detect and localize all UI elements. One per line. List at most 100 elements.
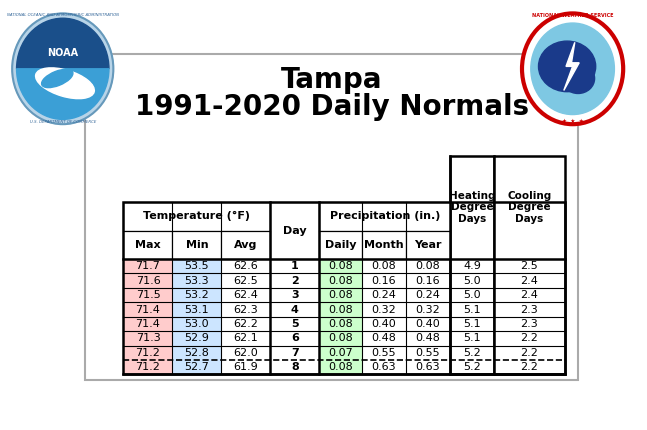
Text: 71.6: 71.6	[136, 276, 160, 286]
Bar	[320, 230, 362, 259]
Bar	[270, 259, 320, 273]
Text: 0.55: 0.55	[415, 348, 440, 358]
Text: 2.4: 2.4	[521, 290, 538, 300]
Text: NOAA: NOAA	[47, 48, 78, 58]
Text: Cooling
Degree
Days: Cooling Degree Days	[507, 191, 552, 224]
Text: 53.1: 53.1	[184, 304, 209, 314]
Text: 52.8: 52.8	[184, 348, 210, 358]
Text: 62.1: 62.1	[234, 333, 258, 344]
Text: 0.40: 0.40	[371, 319, 396, 329]
Bar	[450, 346, 494, 360]
Text: 0.32: 0.32	[371, 304, 396, 314]
Text: 0.08: 0.08	[328, 261, 353, 271]
Bar	[124, 273, 173, 288]
Text: 0.48: 0.48	[371, 333, 396, 344]
Bar	[494, 288, 565, 302]
Bar	[320, 259, 362, 273]
Text: 71.2: 71.2	[136, 362, 160, 372]
Text: 71.5: 71.5	[136, 290, 160, 300]
Bar	[173, 331, 221, 346]
Bar	[494, 273, 565, 288]
Bar	[494, 156, 565, 375]
Bar	[270, 202, 320, 259]
Text: 0.08: 0.08	[415, 261, 441, 271]
Ellipse shape	[41, 69, 73, 88]
Bar	[221, 273, 270, 288]
Text: 2.2: 2.2	[521, 362, 538, 372]
Bar	[320, 202, 450, 230]
Bar	[173, 346, 221, 360]
Bar	[320, 288, 362, 302]
Bar	[320, 302, 362, 317]
Bar	[450, 317, 494, 331]
Text: 62.5: 62.5	[234, 276, 258, 286]
Bar	[362, 360, 406, 375]
Bar	[406, 302, 450, 317]
Bar	[124, 202, 270, 230]
Bar	[270, 360, 320, 375]
Text: 0.63: 0.63	[371, 362, 396, 372]
Text: U.S. DEPARTMENT OF COMMERCE: U.S. DEPARTMENT OF COMMERCE	[30, 120, 96, 124]
Bar	[173, 259, 221, 273]
Text: Avg: Avg	[234, 240, 258, 250]
Bar	[270, 346, 320, 360]
Text: 71.4: 71.4	[136, 304, 160, 314]
Bar	[494, 259, 565, 273]
Bar	[450, 360, 494, 375]
Bar	[494, 331, 565, 346]
Bar	[173, 317, 221, 331]
Bar	[406, 331, 450, 346]
Text: 5.1: 5.1	[463, 304, 481, 314]
Bar	[173, 230, 221, 259]
Text: 53.5: 53.5	[184, 261, 209, 271]
Circle shape	[522, 13, 623, 124]
Bar	[124, 288, 173, 302]
Ellipse shape	[538, 41, 596, 92]
Text: 71.7: 71.7	[136, 261, 160, 271]
Bar	[173, 360, 221, 375]
Text: NATIONAL OCEANIC AND ATMOSPHERIC ADMINISTRATION: NATIONAL OCEANIC AND ATMOSPHERIC ADMINIS…	[6, 13, 119, 18]
Text: 71.2: 71.2	[136, 348, 160, 358]
Text: 0.08: 0.08	[328, 304, 353, 314]
Bar	[221, 317, 270, 331]
Text: 4: 4	[291, 304, 299, 314]
Bar	[406, 273, 450, 288]
Text: 5.1: 5.1	[463, 319, 481, 329]
Bar	[221, 259, 270, 273]
Bar	[494, 317, 565, 331]
Bar	[124, 360, 173, 375]
Text: 5.1: 5.1	[463, 333, 481, 344]
Text: 2.3: 2.3	[521, 304, 538, 314]
Text: 52.7: 52.7	[184, 362, 210, 372]
Text: Daily: Daily	[325, 240, 356, 250]
Circle shape	[531, 23, 615, 114]
Bar	[450, 288, 494, 302]
Text: 2.3: 2.3	[521, 319, 538, 329]
Text: Tampa: Tampa	[281, 67, 382, 95]
Bar	[124, 317, 173, 331]
Bar	[362, 273, 406, 288]
Text: 4.9: 4.9	[463, 261, 481, 271]
Text: 71.4: 71.4	[136, 319, 160, 329]
Bar	[362, 259, 406, 273]
Text: 0.40: 0.40	[415, 319, 441, 329]
Bar	[270, 331, 320, 346]
Bar	[124, 346, 173, 360]
Text: 62.3: 62.3	[234, 304, 258, 314]
Bar	[270, 273, 320, 288]
Text: 0.24: 0.24	[371, 290, 396, 300]
Text: 0.07: 0.07	[328, 348, 353, 358]
Text: NATIONAL WEATHER SERVICE: NATIONAL WEATHER SERVICE	[532, 13, 613, 18]
Bar	[221, 302, 270, 317]
Text: 0.08: 0.08	[328, 290, 353, 300]
Bar	[221, 360, 270, 375]
Text: 0.08: 0.08	[328, 319, 353, 329]
Text: Max: Max	[135, 240, 161, 250]
Text: 2.4: 2.4	[521, 276, 538, 286]
Text: 2.2: 2.2	[521, 333, 538, 344]
Text: 53.3: 53.3	[184, 276, 209, 286]
Bar	[320, 273, 362, 288]
Text: 8: 8	[291, 362, 299, 372]
Text: 53.2: 53.2	[184, 290, 210, 300]
FancyBboxPatch shape	[85, 54, 578, 380]
